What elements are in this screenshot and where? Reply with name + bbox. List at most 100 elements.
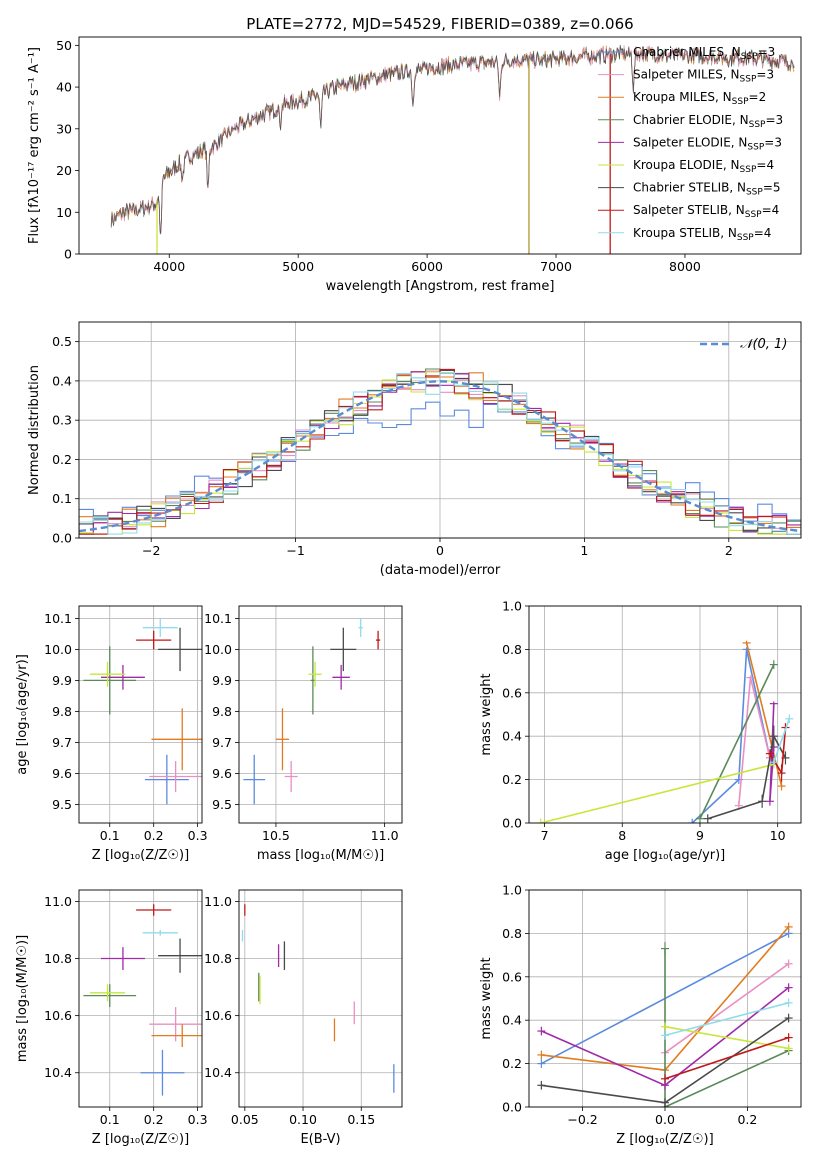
x-tick-label: 7 bbox=[541, 828, 549, 843]
histogram-series bbox=[79, 371, 801, 535]
y-axis-label: mass weight bbox=[479, 673, 494, 755]
x-tick-label: 1 bbox=[580, 543, 588, 558]
y-tick-label: 10.0 bbox=[44, 642, 72, 657]
legend-label-value: =2 bbox=[749, 90, 767, 104]
y-tick-label: 0.0 bbox=[502, 1100, 522, 1115]
legend-label-main: Salpeter ELODIE, N bbox=[633, 135, 747, 149]
x-tick-label: 8 bbox=[618, 828, 626, 843]
x-tick-label: 0.10 bbox=[289, 1112, 317, 1127]
legend-label-sub: SSP bbox=[745, 210, 762, 220]
y-axis-label: age [log₁₀(age/yr)] bbox=[15, 654, 30, 775]
legend-label: Kroupa STELIB, NSSP=4 bbox=[633, 226, 771, 243]
y-tick-label: 0.8 bbox=[502, 926, 522, 941]
y-axis-label: mass [log₁₀(M/M☉)] bbox=[15, 935, 30, 1062]
legend-label-sub: SSP bbox=[749, 120, 766, 130]
x-tick-label: 6000 bbox=[411, 259, 443, 274]
y-tick-label: 10 bbox=[56, 205, 72, 220]
y-tick-label: 9.6 bbox=[52, 766, 72, 781]
weight-vs-Z-panel: −0.2 0.0 0.2 0.0 0.2 0.4 0.6 0.8 1.0 Z [log₁₀(Z/Z… bbox=[479, 883, 802, 1147]
y-tick-label: 0.4 bbox=[502, 1013, 522, 1028]
y-tick-label: 9.5 bbox=[212, 797, 232, 812]
legend-label: Salpeter STELIB, NSSP=4 bbox=[633, 203, 779, 220]
x-tick-label: 11.0 bbox=[371, 828, 399, 843]
legend-label: Chabrier STELIB, NSSP=5 bbox=[633, 181, 781, 198]
y-tick-label: 40 bbox=[56, 80, 72, 95]
y-tick-label: 30 bbox=[56, 121, 72, 136]
legend-label-value: =3 bbox=[765, 113, 783, 127]
legend-label-sub: SSP bbox=[741, 52, 758, 62]
x-tick-label: 0.2 bbox=[144, 1112, 164, 1127]
y-tick-label: 9.6 bbox=[212, 766, 232, 781]
figure-title: PLATE=2772, MJD=54529, FIBERID=0389, z=0… bbox=[246, 15, 633, 33]
legend-label-main: Kroupa MILES, N bbox=[633, 90, 732, 104]
legend-label-main: Salpeter STELIB, N bbox=[633, 203, 745, 217]
histogram-series bbox=[79, 401, 801, 529]
y-tick-label: 20 bbox=[56, 163, 72, 178]
y-tick-label: 10.0 bbox=[204, 642, 232, 657]
axes-frame bbox=[78, 889, 203, 1108]
x-tick-label: 10.5 bbox=[262, 828, 290, 843]
legend-label-main: Salpeter MILES, N bbox=[633, 68, 740, 82]
y-tick-label: 9.8 bbox=[212, 704, 232, 719]
age-vs-mass-panel: 10.5 11.0 9.5 9.6 9.7 9.8 9.9 10.0 10.1 mass [log… bbox=[204, 605, 403, 863]
legend-label: Kroupa ELODIE, NSSP=4 bbox=[633, 158, 774, 175]
legend-label-sub: SSP bbox=[747, 142, 764, 152]
x-axis-label: Z [log₁₀(Z/Z☉)] bbox=[92, 848, 189, 863]
legend-label-value: =4 bbox=[754, 226, 772, 240]
weight-line bbox=[540, 763, 774, 823]
gaussian-curve bbox=[79, 380, 801, 533]
x-tick-label: 0.15 bbox=[347, 1112, 375, 1127]
legend-label: Chabrier ELODIE, NSSP=3 bbox=[633, 113, 783, 130]
y-tick-label: 11.0 bbox=[204, 894, 232, 909]
weight-line bbox=[691, 649, 771, 823]
y-tick-label: 0.0 bbox=[502, 816, 522, 831]
y-axis-label: Normed distribution bbox=[27, 365, 42, 495]
legend-label-value: =4 bbox=[756, 158, 774, 172]
y-tick-label: 10.6 bbox=[44, 1008, 72, 1023]
y-tick-label: 9.9 bbox=[52, 673, 72, 688]
x-axis-label: Z [log₁₀(Z/Z☉)] bbox=[92, 1132, 189, 1147]
x-axis-label: age [log₁₀(age/yr)] bbox=[605, 848, 726, 863]
legend-label-value: =3 bbox=[758, 45, 776, 59]
y-tick-label: 0.5 bbox=[52, 334, 72, 349]
y-tick-label: 9.7 bbox=[212, 735, 232, 750]
y-tick-label: 0.2 bbox=[502, 772, 522, 787]
weight-line bbox=[699, 664, 775, 820]
y-tick-label: 9.8 bbox=[52, 704, 72, 719]
y-tick-label: 0.6 bbox=[502, 969, 522, 984]
x-tick-label: 8000 bbox=[669, 259, 701, 274]
legend-label-sub: SSP bbox=[740, 75, 757, 85]
y-tick-label: 10.1 bbox=[44, 611, 72, 626]
weight-line bbox=[664, 1002, 789, 1037]
spectrum-line bbox=[110, 44, 795, 235]
x-axis-label: mass [log₁₀(M/M☉)] bbox=[257, 848, 384, 863]
legend-label-value: =3 bbox=[764, 135, 782, 149]
legend-label: Salpeter ELODIE, NSSP=3 bbox=[633, 135, 782, 152]
legend-label: Chabrier MILES, NSSP=3 bbox=[633, 45, 775, 62]
x-tick-label: 0.2 bbox=[737, 1112, 757, 1127]
residuals-panel: −2 −1 0 1 2 0.0 0.1 0.2 0.3 0.4 0.5 (data-model)/er… bbox=[27, 321, 802, 578]
y-tick-label: 0.4 bbox=[52, 373, 72, 388]
y-tick-label: 0 bbox=[64, 247, 72, 262]
age-vs-Z-panel: 0.1 0.2 0.3 9.5 9.6 9.7 9.8 9.9 10.0 10.1 Z [log₁₀… bbox=[15, 605, 208, 863]
axes-frame bbox=[528, 605, 802, 824]
x-tick-label: 4000 bbox=[153, 259, 185, 274]
legend-label-main: Kroupa STELIB, N bbox=[633, 226, 737, 240]
mass-vs-Z-panel: 0.1 0.2 0.3 10.4 10.6 10.8 11.0 Z [log₁₀(Z/Z☉)]… bbox=[15, 889, 208, 1147]
x-tick-label: 9 bbox=[696, 828, 704, 843]
y-tick-label: 9.9 bbox=[212, 673, 232, 688]
y-tick-label: 10.8 bbox=[204, 951, 232, 966]
x-axis-label: wavelength [Angstrom, rest frame] bbox=[326, 279, 555, 294]
legend-label-value: =4 bbox=[762, 203, 780, 217]
axes-frame bbox=[78, 36, 802, 255]
weight-line bbox=[664, 948, 789, 1107]
y-axis-label: Flux [fλ10⁻¹⁷ erg cm⁻² s⁻¹ A⁻¹] bbox=[27, 47, 42, 244]
axes-frame bbox=[238, 889, 403, 1108]
x-tick-label: 0.3 bbox=[188, 1112, 208, 1127]
x-tick-label: 10 bbox=[770, 828, 786, 843]
axes-frame bbox=[78, 605, 203, 824]
legend-label-main: Chabrier STELIB, N bbox=[633, 181, 746, 195]
x-tick-label: 0.2 bbox=[144, 828, 164, 843]
y-tick-label: 0.6 bbox=[502, 685, 522, 700]
